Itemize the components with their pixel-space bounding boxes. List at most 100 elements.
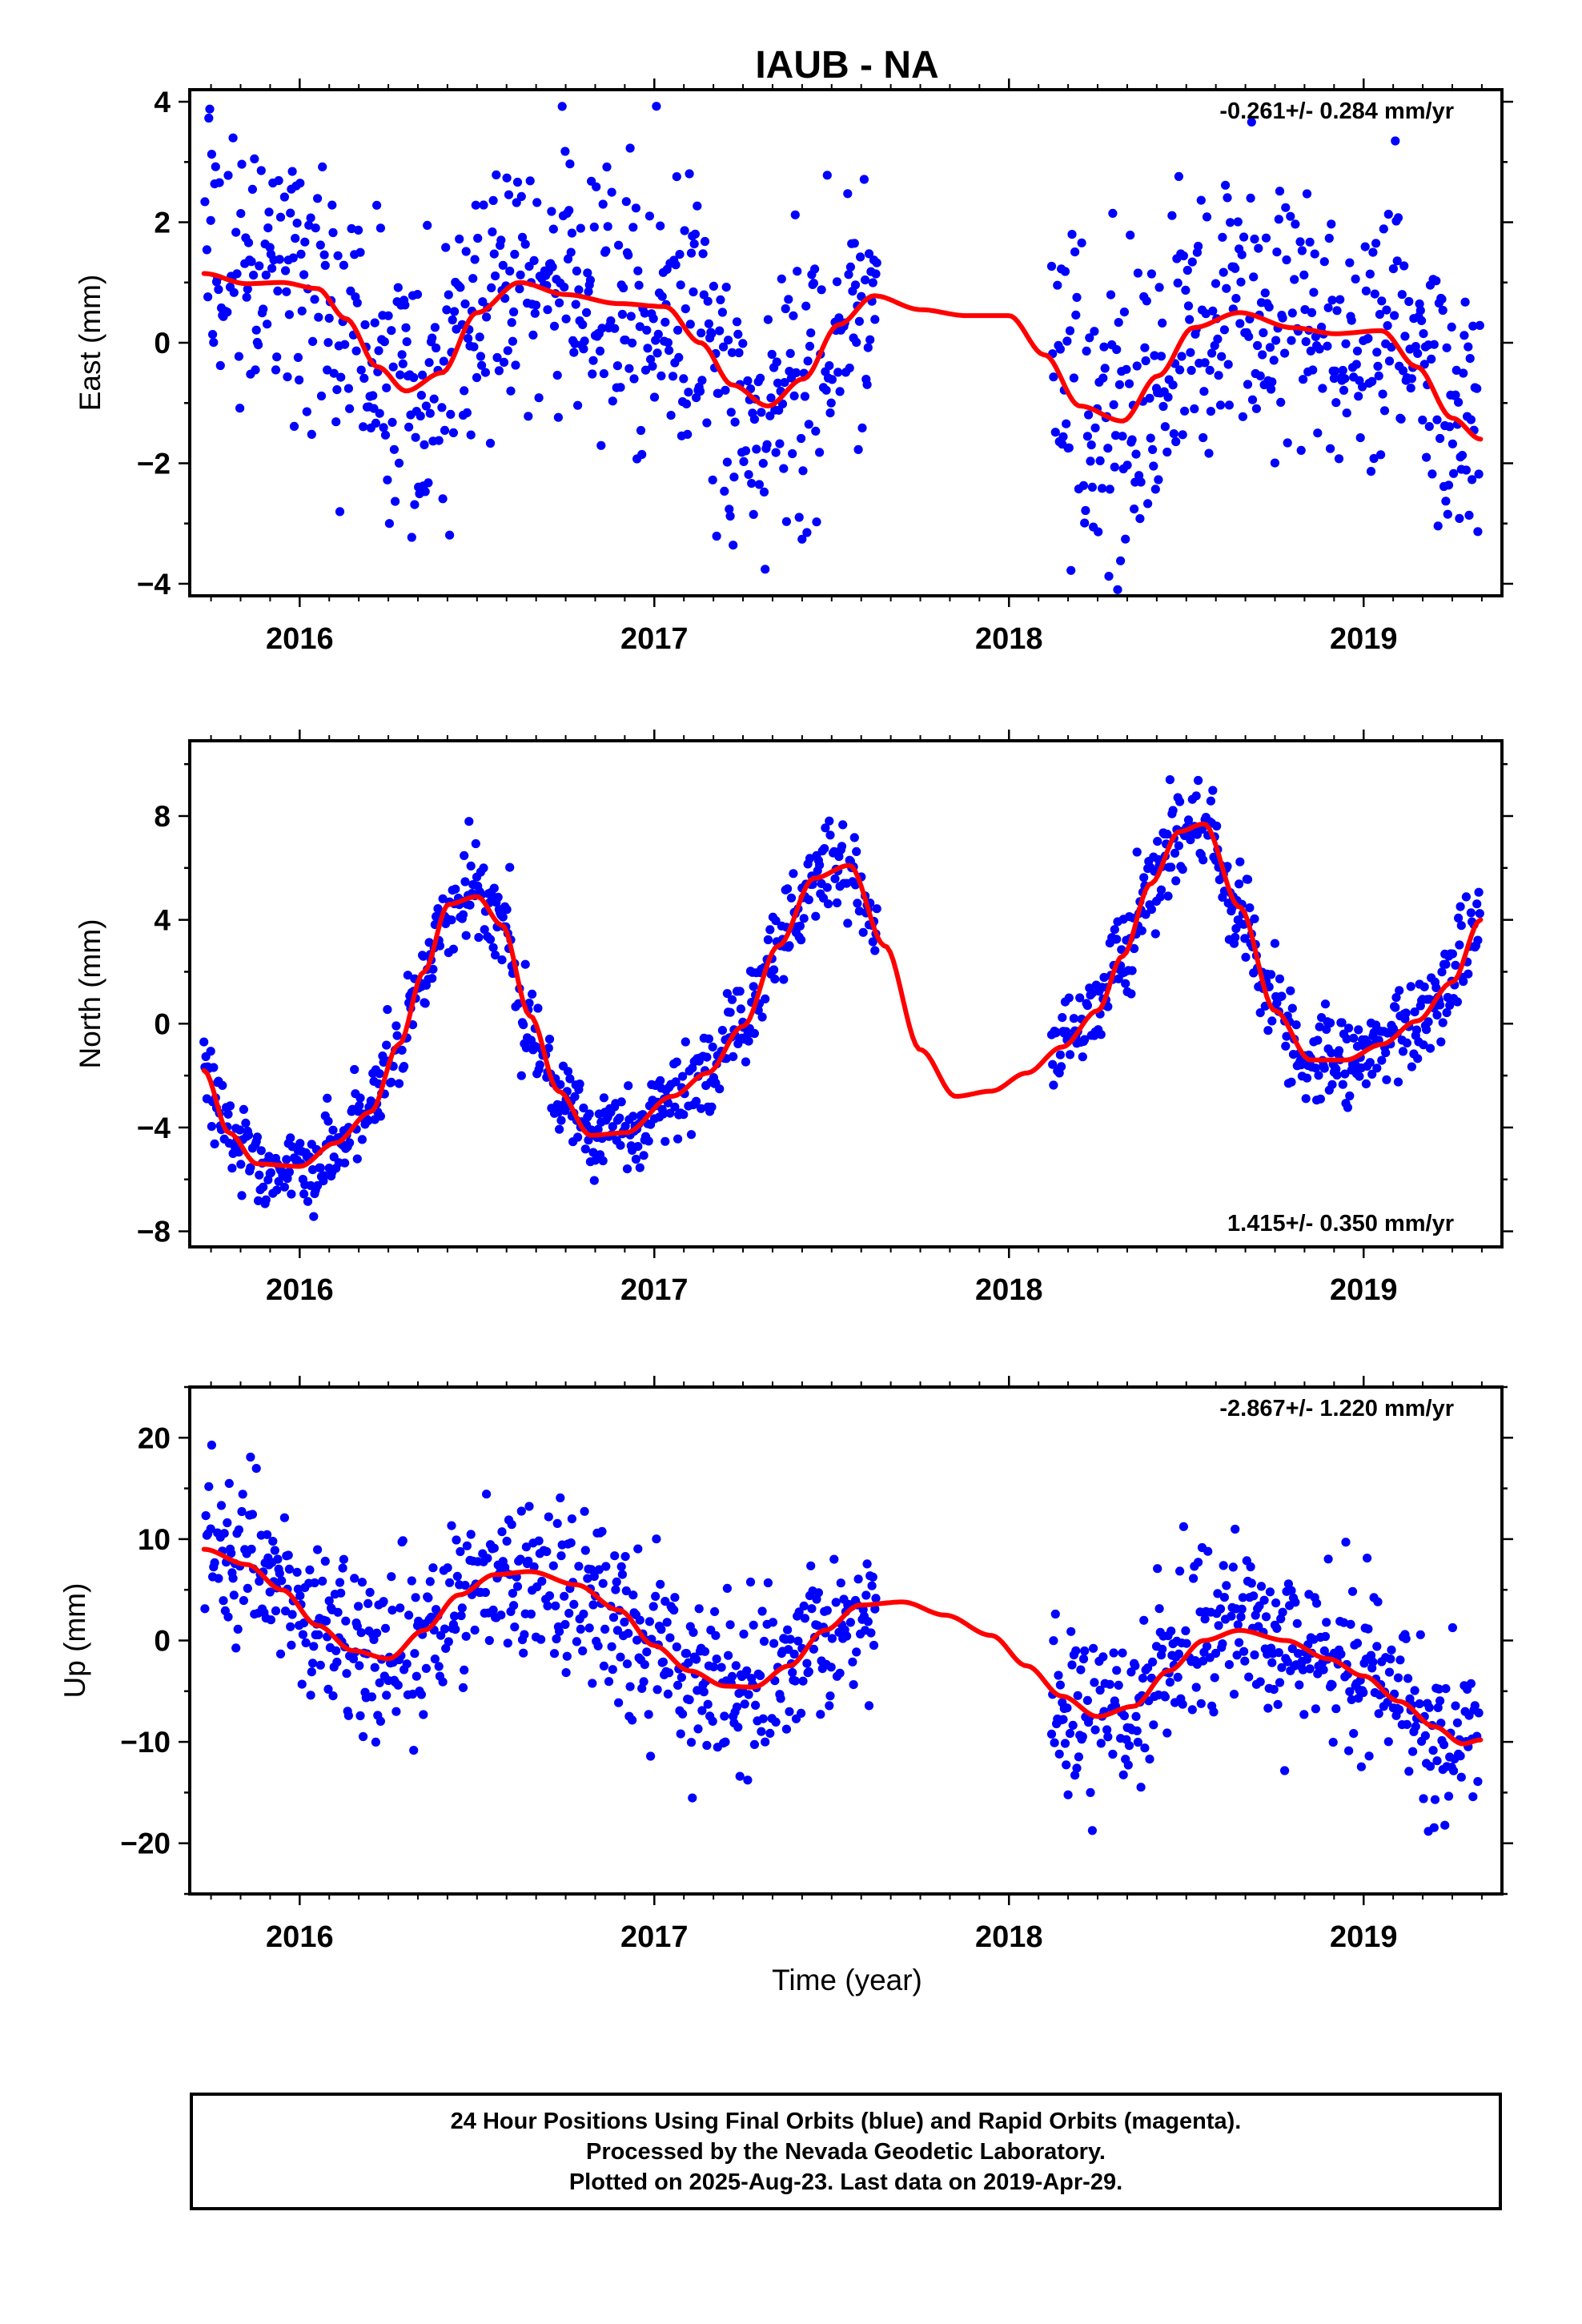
data-point (224, 1478, 234, 1488)
data-point (599, 1093, 609, 1103)
data-point (1244, 332, 1254, 341)
data-point (713, 388, 724, 398)
data-point (1301, 1094, 1311, 1104)
data-point (560, 1619, 570, 1630)
data-point (1238, 412, 1247, 421)
data-point (374, 346, 383, 356)
data-point (584, 287, 593, 296)
data-point (282, 1155, 291, 1164)
data-point (365, 1587, 375, 1597)
data-point (1342, 408, 1351, 418)
data-point (335, 507, 345, 517)
data-point (1058, 1013, 1067, 1023)
data-point (681, 1037, 690, 1047)
data-point (1246, 193, 1255, 203)
data-point (1224, 1660, 1234, 1670)
data-point (310, 1578, 319, 1588)
data-point (1202, 212, 1212, 222)
data-point (752, 444, 761, 454)
data-point (307, 429, 316, 440)
data-point (443, 1563, 452, 1573)
data-point (1343, 1103, 1352, 1112)
data-point (1062, 336, 1072, 346)
data-point (1297, 246, 1307, 255)
data-point (1274, 1648, 1283, 1658)
data-point (833, 368, 843, 377)
data-point (1265, 343, 1275, 352)
data-point (1121, 534, 1130, 544)
data-point (616, 383, 625, 392)
data-point (1110, 431, 1121, 440)
data-point (209, 338, 219, 348)
data-point (598, 199, 608, 209)
data-point (693, 201, 702, 211)
data-point (1245, 903, 1255, 913)
data-point (556, 1551, 566, 1561)
data-point (1142, 296, 1151, 306)
data-point (1143, 499, 1153, 509)
data-point (1250, 1650, 1259, 1660)
data-point (656, 1579, 665, 1589)
data-point (445, 530, 455, 540)
y-tick-label: 20 (138, 1421, 171, 1454)
data-point (1089, 1643, 1098, 1653)
data-point (776, 1694, 785, 1703)
data-point (749, 509, 758, 520)
data-point (466, 430, 476, 440)
data-point (708, 1716, 717, 1726)
data-point (1351, 360, 1361, 369)
data-point (1419, 1794, 1428, 1803)
data-point (1211, 1648, 1221, 1659)
data-point (1132, 847, 1142, 857)
data-point (512, 198, 521, 207)
data-point (1287, 336, 1296, 345)
x-axis-label: Time (year) (772, 1964, 922, 1996)
data-point (763, 935, 773, 945)
data-point (475, 332, 484, 342)
data-point (485, 935, 496, 944)
data-point (1437, 967, 1447, 977)
x-tick-label: 2017 (620, 622, 689, 656)
data-point (424, 358, 434, 368)
data-point (725, 1620, 735, 1630)
data-point (450, 1611, 460, 1621)
data-point (806, 328, 816, 338)
data-point (532, 198, 542, 207)
data-point (388, 362, 398, 372)
data-point (1422, 452, 1431, 462)
data-point (297, 306, 307, 316)
data-point (662, 1618, 672, 1627)
data-point (343, 384, 353, 393)
data-point (343, 1711, 353, 1720)
data-point (1424, 1703, 1434, 1712)
data-point (587, 1565, 596, 1574)
data-point (438, 494, 448, 504)
data-point (668, 372, 678, 381)
data-point (519, 1648, 528, 1658)
data-point (652, 1534, 661, 1544)
data-point (295, 1591, 305, 1601)
data-point (1235, 319, 1245, 328)
data-point (842, 1631, 852, 1641)
data-point (724, 1651, 733, 1660)
data-point (1173, 1672, 1182, 1682)
data-point (524, 1556, 533, 1566)
data-point (1076, 1665, 1086, 1675)
data-point (1355, 433, 1365, 443)
data-point (544, 1035, 555, 1044)
data-point (1407, 1062, 1416, 1072)
data-point (611, 1585, 620, 1594)
data-point (856, 252, 865, 262)
data-point (822, 171, 832, 180)
data-point (634, 280, 644, 290)
data-point (1386, 1655, 1395, 1664)
data-point (1431, 276, 1441, 286)
data-point (1323, 303, 1333, 312)
y-tick-label: −10 (120, 1726, 171, 1759)
data-point (355, 1100, 364, 1111)
data-point (1283, 438, 1292, 448)
data-point (1434, 1684, 1443, 1694)
data-point (1139, 1615, 1149, 1625)
data-point (608, 396, 617, 406)
data-point (1243, 875, 1253, 884)
